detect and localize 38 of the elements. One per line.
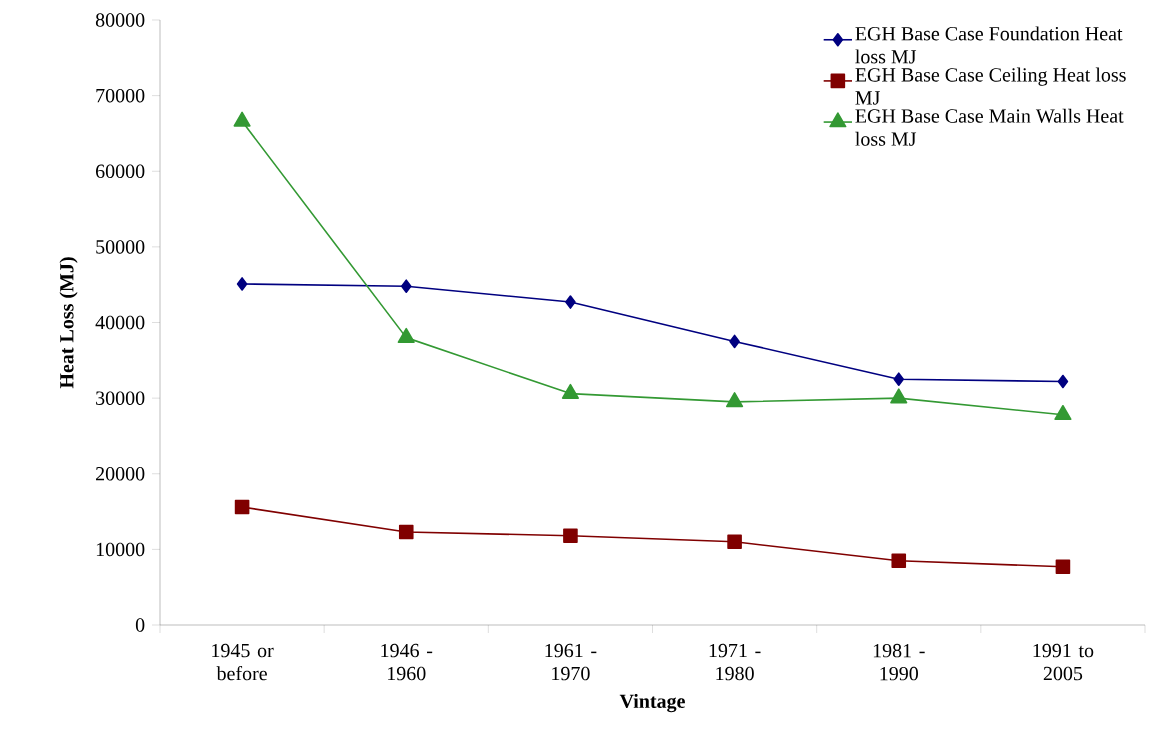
point: [565, 295, 576, 309]
point: [727, 534, 742, 550]
x-tick-label: 1991 to 2005: [1033, 643, 1094, 681]
y-tick-label: 30000: [96, 391, 145, 405]
y-tick-label: 80000: [95, 13, 145, 27]
point: [397, 327, 415, 343]
x-tick-label: 1971 - 1980: [709, 643, 761, 681]
y-tick-label: 60000: [95, 164, 145, 178]
point: [1057, 374, 1069, 389]
point: [1055, 559, 1071, 575]
point: [725, 392, 744, 408]
legend-label: EGH Base Case Main Walls Heat loss MJ: [855, 108, 1124, 146]
x-tick-label: 1945 or before: [212, 643, 274, 681]
point: [563, 528, 578, 544]
y-axis-title: Heat Loss (MJ): [59, 257, 78, 389]
x-axis-title: Vintage: [619, 693, 685, 713]
x-tick-label: 1961 - 1970: [545, 643, 597, 681]
y-tick-label: 40000: [95, 315, 145, 330]
point: [236, 277, 248, 291]
point: [893, 372, 905, 387]
y-tick-label: 20000: [96, 467, 145, 481]
point: [234, 499, 250, 515]
point: [400, 279, 412, 293]
point: [233, 111, 251, 127]
y-tick-label: 0: [135, 618, 145, 632]
x-tick-label: 1981 - 1990: [873, 643, 925, 681]
y-tick-label: 70000: [96, 88, 145, 103]
point: [561, 383, 580, 399]
point: [398, 524, 414, 540]
point: [1054, 404, 1072, 421]
y-tick-label: 50000: [96, 240, 145, 254]
x-tick-label: 1946 - 1960: [381, 643, 433, 681]
point: [729, 334, 740, 349]
point: [891, 553, 907, 569]
legend-label: EGH Base Case Ceiling Heat loss MJ: [855, 67, 1126, 105]
y-tick-label: 10000: [96, 542, 145, 557]
point: [890, 388, 908, 404]
legend-label: EGH Base Case Foundation Heat loss MJ: [855, 26, 1123, 64]
